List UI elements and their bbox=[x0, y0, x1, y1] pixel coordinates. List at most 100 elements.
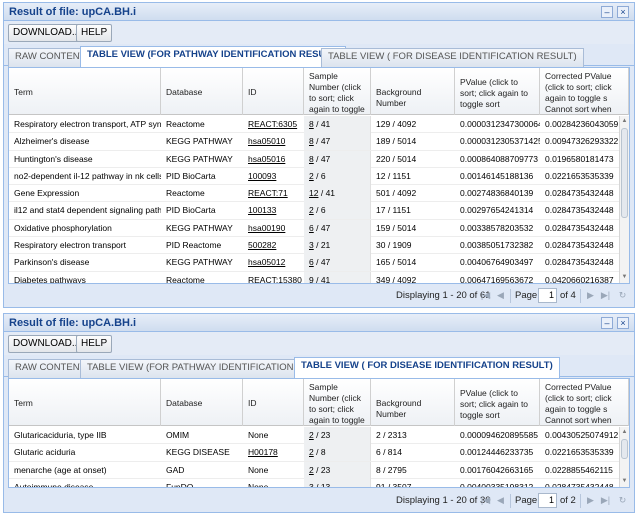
table-row[interactable]: Diabetes pathways Reactome REACT:15380 9 / … bbox=[9, 271, 629, 284]
cell-id[interactable]: REACT:15380 bbox=[248, 274, 302, 284]
cell-database: PID BioCarta bbox=[166, 205, 216, 216]
cell-sample-number: 8 / 47 bbox=[304, 150, 371, 168]
column-header-pvalue[interactable]: PValue (click to sort; click again to to… bbox=[455, 68, 540, 115]
sample-count-link[interactable]: 12 bbox=[309, 188, 319, 199]
help-button[interactable]: HELP bbox=[76, 335, 113, 353]
table-row[interactable]: no2-dependent il-12 pathway in nk cells P… bbox=[9, 167, 629, 186]
cell-id[interactable]: 100133 bbox=[248, 205, 277, 216]
first-page-icon[interactable]: |◀ bbox=[480, 290, 491, 300]
disease-result-panel: Result of file: upCA.BH.i – × DOWNLOAD..… bbox=[3, 313, 635, 513]
displaying-text: Displaying 1 - 20 of 61 bbox=[396, 290, 491, 301]
help-button[interactable]: HELP bbox=[76, 24, 113, 42]
close-icon[interactable]: × bbox=[617, 6, 629, 18]
minimize-icon[interactable]: – bbox=[601, 6, 613, 18]
scroll-down-icon[interactable]: ▼ bbox=[621, 274, 628, 280]
cell-id[interactable]: REACT:71 bbox=[248, 188, 288, 199]
column-header-sample-number[interactable]: Sample Number (click to sort; click agai… bbox=[304, 379, 371, 426]
scrollbar-thumb[interactable] bbox=[621, 439, 628, 459]
cell-database: Reactome bbox=[166, 188, 205, 199]
cell-corrected-pvalue: 0.0284735432448 bbox=[545, 481, 614, 488]
next-page-icon[interactable]: ▶ bbox=[587, 495, 594, 505]
first-page-icon[interactable]: |◀ bbox=[480, 495, 491, 505]
sample-count-link[interactable]: 3 bbox=[309, 481, 314, 488]
cell-id[interactable]: hsa05010 bbox=[248, 136, 286, 147]
sample-count-link[interactable]: 2 bbox=[309, 464, 314, 475]
column-header-background-number[interactable]: Background Number bbox=[371, 379, 455, 426]
cell-id[interactable]: 100093 bbox=[248, 170, 277, 181]
table-row[interactable]: Parkinson's disease KEGG PATHWAY hsa05012 6… bbox=[9, 254, 629, 272]
column-header-term[interactable]: Term bbox=[9, 379, 161, 426]
scroll-up-icon[interactable]: ▲ bbox=[621, 118, 628, 124]
page-number-input[interactable]: 1 bbox=[538, 493, 557, 508]
next-page-icon[interactable]: ▶ bbox=[587, 290, 594, 300]
cell-id[interactable]: hsa05016 bbox=[248, 153, 286, 164]
cell-id[interactable]: hsa00190 bbox=[248, 222, 286, 233]
table-row[interactable]: Huntington's disease KEGG PATHWAY hsa05016… bbox=[9, 150, 629, 168]
column-header-database[interactable]: Database bbox=[161, 379, 243, 426]
sample-count-link[interactable]: 2 bbox=[309, 430, 314, 440]
vertical-scrollbar[interactable]: ▲ ▼ bbox=[619, 116, 629, 283]
cell-corrected-pvalue: 0.0420660216387 bbox=[545, 274, 614, 284]
scroll-down-icon[interactable]: ▼ bbox=[621, 478, 628, 484]
tab-pathway-table[interactable]: TABLE VIEW (FOR PATHWAY IDENTIFICATION R… bbox=[80, 46, 347, 67]
scrollbar-thumb[interactable] bbox=[621, 128, 628, 218]
cell-term: Respiratory electron transport, ATP synt… bbox=[14, 119, 161, 129]
cell-database: KEGG PATHWAY bbox=[166, 136, 233, 147]
last-page-icon[interactable]: ▶| bbox=[600, 495, 611, 505]
prev-page-icon[interactable]: ◀ bbox=[497, 495, 504, 505]
table-row[interactable]: il12 and stat4 dependent signaling pathw… bbox=[9, 202, 629, 220]
sample-count-link[interactable]: 2 bbox=[309, 170, 314, 181]
tab-disease-table[interactable]: TABLE VIEW ( FOR DISEASE IDENTIFICATION … bbox=[294, 357, 560, 378]
cell-sample-number: 6 / 47 bbox=[304, 254, 371, 272]
table-row[interactable]: Autoimmune disease FunDO None 3 / 13 91 / 35… bbox=[9, 478, 629, 488]
sample-count-link[interactable]: 9 bbox=[309, 274, 314, 284]
table-row[interactable]: menarche (age at onset) GAD None 2 / 23 8 / … bbox=[9, 461, 629, 479]
last-page-icon[interactable]: ▶| bbox=[600, 290, 611, 300]
minimize-icon[interactable]: – bbox=[601, 317, 613, 329]
cell-background-number: 501 / 4092 bbox=[376, 188, 417, 199]
column-header-term[interactable]: Term bbox=[9, 68, 161, 115]
table-row[interactable]: Alzheimer's disease KEGG PATHWAY hsa05010 8… bbox=[9, 133, 629, 151]
sample-count-link[interactable]: 2 bbox=[309, 205, 314, 216]
refresh-icon[interactable]: ↻ bbox=[618, 290, 627, 300]
cell-id[interactable]: H00178 bbox=[248, 447, 278, 458]
sample-count-link[interactable]: 6 bbox=[309, 222, 314, 233]
vertical-scrollbar[interactable]: ▲ ▼ bbox=[619, 427, 629, 487]
cell-id[interactable]: hsa05012 bbox=[248, 257, 286, 268]
column-header-id[interactable]: ID bbox=[243, 379, 304, 426]
cell-database: KEGG PATHWAY bbox=[166, 222, 233, 233]
table-row[interactable]: Gene Expression Reactome REACT:71 12 / 41 50… bbox=[9, 185, 629, 203]
download-button[interactable]: DOWNLOAD... bbox=[8, 24, 86, 42]
sample-count-link[interactable]: 3 bbox=[309, 240, 314, 251]
cell-sample-number: 3 / 21 bbox=[304, 237, 371, 255]
prev-page-icon[interactable]: ◀ bbox=[497, 290, 504, 300]
column-header-background-number[interactable]: Background Number bbox=[371, 68, 455, 115]
cell-background-number: 189 / 5014 bbox=[376, 136, 417, 147]
close-icon[interactable]: × bbox=[617, 317, 629, 329]
table-row[interactable]: Glutaric aciduria KEGG DISEASE H00178 2 / 8… bbox=[9, 444, 629, 462]
sample-count-link[interactable]: 6 bbox=[309, 257, 314, 268]
table-row[interactable]: Respiratory electron transport, ATP synt… bbox=[9, 116, 629, 134]
sample-count-link[interactable]: 8 bbox=[309, 153, 314, 164]
sample-count-link[interactable]: 8 bbox=[309, 119, 314, 129]
column-header-id[interactable]: ID bbox=[243, 68, 304, 115]
sample-count-link[interactable]: 2 bbox=[309, 447, 314, 458]
download-button[interactable]: DOWNLOAD... bbox=[8, 335, 86, 353]
refresh-icon[interactable]: ↻ bbox=[618, 495, 627, 505]
scroll-up-icon[interactable]: ▲ bbox=[621, 429, 628, 435]
table-row[interactable]: Glutaricaciduria, type IIB OMIM None 2 / 23… bbox=[9, 427, 629, 445]
sample-count-link[interactable]: 8 bbox=[309, 136, 314, 147]
column-header-database[interactable]: Database bbox=[161, 68, 243, 115]
column-header-corrected-pvalue[interactable]: Corrected PValue (click to sort; click a… bbox=[540, 68, 629, 115]
cell-id[interactable]: 500282 bbox=[248, 240, 277, 251]
toolbar: DOWNLOAD... HELP bbox=[4, 332, 634, 355]
column-header-corrected-pvalue[interactable]: Corrected PValue (click to sort; click a… bbox=[540, 379, 629, 426]
page-number-input[interactable]: 1 bbox=[538, 288, 557, 303]
column-header-sample-number[interactable]: Sample Number (click to sort; click agai… bbox=[304, 68, 371, 115]
table-row[interactable]: Oxidative phosphorylation KEGG PATHWAY hsa… bbox=[9, 219, 629, 238]
tab-disease-table[interactable]: TABLE VIEW ( FOR DISEASE IDENTIFICATION … bbox=[321, 48, 584, 67]
cell-id[interactable]: REACT:6305 bbox=[248, 119, 298, 129]
cell-sample-number: 2 / 6 bbox=[304, 202, 371, 220]
table-row[interactable]: Respiratory electron transport PID Reacto… bbox=[9, 237, 629, 255]
column-header-pvalue[interactable]: PValue (click to sort; click again to to… bbox=[455, 379, 540, 426]
